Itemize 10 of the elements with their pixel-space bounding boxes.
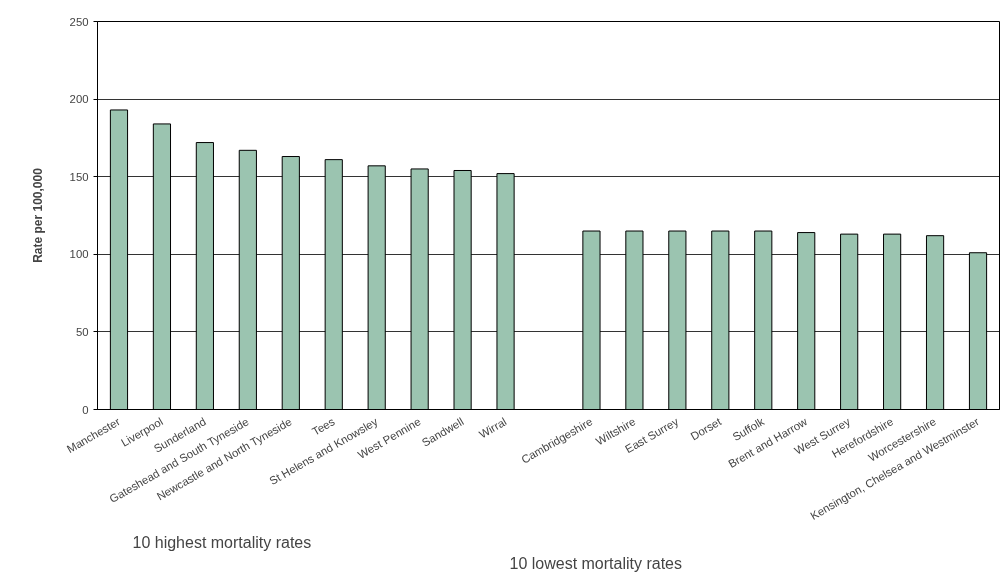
y-tick-label: 150	[69, 170, 89, 183]
y-tick-label: 0	[82, 403, 89, 416]
y-tick-label: 100	[69, 248, 89, 261]
y-axis-title: Rate per 100,000	[30, 167, 45, 263]
text: 10 highest mortality rates	[132, 533, 312, 551]
y-tick-label: 250	[69, 15, 89, 28]
x-tick-label: Tees	[310, 415, 338, 438]
y-tick-label: 50	[75, 325, 89, 338]
text: 10 lowest mortality rates	[509, 554, 683, 572]
y-tick-label: 200	[69, 93, 89, 106]
